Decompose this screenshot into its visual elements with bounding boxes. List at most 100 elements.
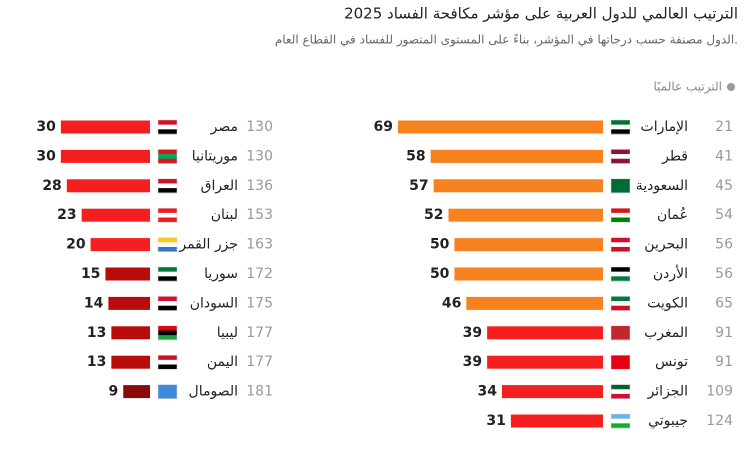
flag-border [610, 384, 631, 399]
flag [611, 364, 630, 370]
flag [611, 154, 630, 160]
flag [158, 296, 177, 302]
flag [158, 124, 177, 130]
bar [90, 238, 150, 252]
value-label: 52 [424, 207, 443, 223]
flag-border [610, 325, 631, 341]
value-label: 9 [109, 384, 119, 400]
value-label: 39 [463, 325, 482, 341]
flag-border [157, 119, 178, 135]
flag-border [610, 354, 631, 370]
flag [611, 183, 630, 189]
bar [487, 355, 603, 369]
legend-dot [727, 83, 735, 91]
flag [611, 418, 630, 424]
bar [60, 149, 150, 163]
value-label: 30 [36, 119, 56, 135]
flag [158, 330, 177, 336]
flag [611, 359, 630, 365]
value-label: 14 [84, 295, 104, 311]
value-label: 28 [42, 178, 61, 194]
flag [611, 188, 630, 194]
value-label: 34 [477, 384, 497, 400]
flag [158, 267, 177, 272]
flag-border [157, 266, 178, 282]
bar [433, 179, 603, 193]
flag [611, 149, 630, 155]
flag [611, 217, 630, 223]
rank-label: 56 [715, 266, 733, 282]
flag-border [157, 384, 178, 399]
country-label: السعودية [636, 178, 688, 194]
bar [81, 208, 150, 222]
country-label: قطر [661, 148, 688, 164]
bar [108, 296, 150, 310]
bar [466, 296, 603, 310]
rank-label: 91 [715, 354, 733, 370]
flag [158, 208, 177, 214]
flag-border [610, 119, 631, 135]
country-label: البحرين [644, 237, 688, 253]
flag [158, 237, 177, 243]
flag [611, 330, 630, 336]
country-label: الجزائر [647, 384, 688, 400]
flag [158, 364, 177, 370]
flag [158, 242, 177, 248]
flag-border [157, 207, 178, 223]
rank-label: 177 [246, 354, 273, 370]
country-label: المغرب [644, 325, 688, 341]
value-label: 30 [36, 148, 56, 164]
value-label: 31 [486, 413, 505, 429]
rank-label: 41 [715, 148, 733, 164]
flag [158, 301, 177, 307]
value-label: 69 [373, 119, 392, 135]
flag-border [157, 354, 178, 370]
value-label: 57 [409, 178, 428, 194]
rank-label: 91 [715, 325, 733, 341]
flag [611, 129, 630, 135]
country-label: تونس [655, 354, 688, 370]
flag [611, 389, 630, 395]
country-label: الكويت [647, 295, 688, 311]
bar [111, 355, 150, 369]
rank-label: 153 [246, 207, 273, 223]
flag [611, 158, 630, 164]
rank-label: 177 [246, 325, 273, 341]
value-label: 39 [463, 354, 482, 370]
flag [611, 423, 630, 429]
flag-border [157, 178, 178, 194]
bar [397, 120, 603, 134]
flag [158, 305, 177, 311]
country-label: الأردن [653, 264, 688, 282]
flag [158, 149, 177, 155]
country-label: موريتانيا [192, 148, 238, 164]
country-label: اليمن [207, 354, 238, 370]
flag [158, 188, 177, 194]
flag [158, 355, 177, 361]
flag [158, 129, 177, 135]
flag-border [157, 149, 178, 164]
flag [611, 276, 630, 282]
flag [611, 237, 630, 243]
flag [611, 120, 630, 125]
flag [611, 414, 630, 419]
bar [454, 238, 603, 252]
bar [60, 120, 150, 134]
chart-subtitle: الدول مصنفة حسب درجاتها في المؤشر، بناءً… [275, 33, 738, 48]
flag [158, 217, 177, 223]
value-label: 50 [430, 237, 450, 253]
flag [611, 305, 630, 311]
flag [611, 296, 630, 302]
bar [510, 414, 603, 428]
flag-border [610, 296, 631, 311]
flag-border [157, 237, 178, 252]
flag [611, 178, 630, 184]
flag [158, 325, 177, 331]
flag [611, 355, 630, 361]
flag [158, 393, 177, 399]
value-label: 13 [87, 354, 106, 370]
rank-label: 130 [246, 148, 273, 164]
flag [158, 178, 177, 184]
rank-label: 65 [715, 295, 733, 311]
country-label: الإمارات [641, 119, 688, 135]
